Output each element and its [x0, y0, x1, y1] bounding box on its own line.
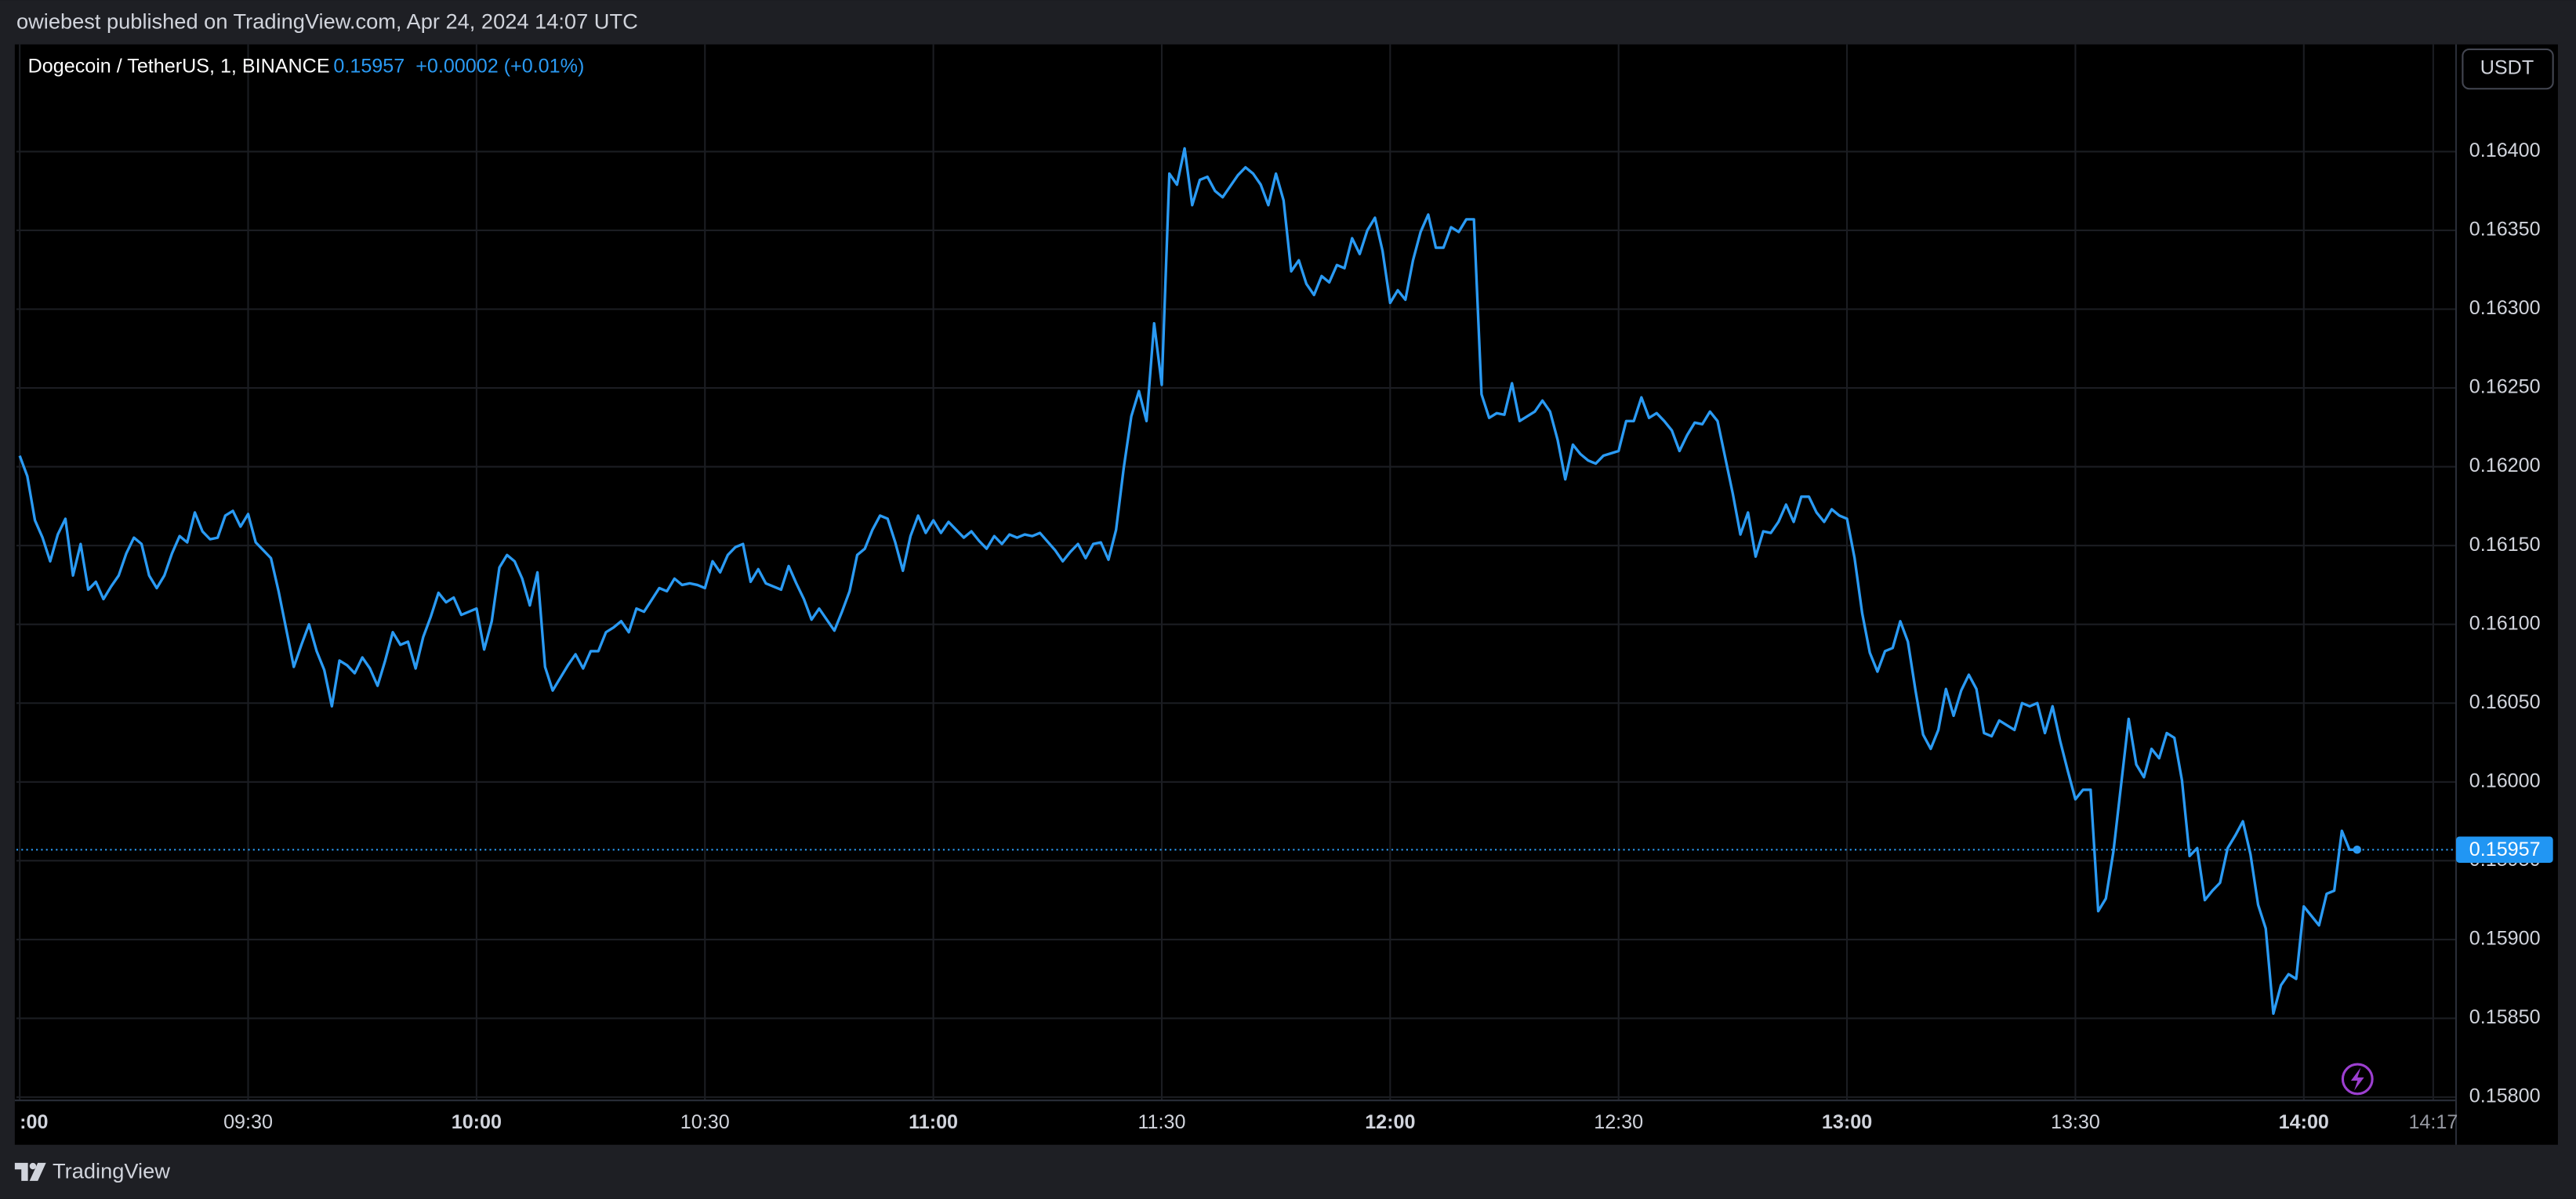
legend-change: +0.00002 (+0.01%)	[415, 56, 584, 78]
x-tick-label: 09:30	[223, 1111, 273, 1133]
x-tick-label: 10:30	[680, 1111, 730, 1133]
y-tick-label: 0.16400	[2469, 139, 2541, 161]
y-tick-label: 0.16150	[2469, 534, 2541, 556]
y-tick-label: 0.15800	[2469, 1085, 2541, 1107]
y-tick-label: 0.16250	[2469, 376, 2541, 398]
y-tick-label: 0.15900	[2469, 928, 2541, 950]
x-tick-label: 10:00	[452, 1111, 502, 1133]
symbol: Dogecoin / TetherUS, 1, BINANCE	[28, 56, 330, 78]
x-tick-label: 11:30	[1137, 1111, 1185, 1133]
x-tick-label: 13:00	[1822, 1111, 1872, 1133]
y-tick-label: 0.16350	[2469, 219, 2541, 241]
x-tick-label: :00	[20, 1111, 48, 1133]
publish-header: owiebest published on TradingView.com, A…	[16, 9, 638, 34]
currency-button[interactable]	[2462, 48, 2554, 90]
y-tick-label: 0.16300	[2469, 297, 2541, 319]
y-tick-label: 0.16100	[2469, 612, 2541, 634]
lightning-icon[interactable]	[2341, 1063, 2374, 1096]
tradingview-logo[interactable]	[14, 1162, 46, 1181]
footer-brand[interactable]: TradingView	[53, 1159, 170, 1183]
x-tick-label: 14:17	[2408, 1111, 2458, 1133]
y-tick-label: 0.16000	[2469, 770, 2541, 791]
plot	[16, 147, 2457, 1016]
y-tick-label: 0.16200	[2469, 455, 2541, 476]
y-tick-label: 0.15850	[2469, 1006, 2541, 1028]
x-tick-label: 12:00	[1365, 1111, 1415, 1133]
x-tick-label: 12:30	[1594, 1111, 1643, 1133]
price-tag	[2456, 836, 2553, 864]
axes: 0.158000.158500.159000.159500.160000.160…	[20, 139, 2553, 1133]
price-line-series	[18, 147, 2357, 1016]
chart-pane	[14, 44, 2558, 1145]
price-tag-label: 0.15957	[2469, 839, 2541, 860]
y-tick-label: 0.16050	[2469, 691, 2541, 713]
last-point	[2353, 846, 2361, 854]
x-tick-label: 14:00	[2279, 1111, 2329, 1133]
x-tick-label: 11:00	[909, 1111, 958, 1133]
grid	[16, 44, 2457, 1101]
legend-price: 0.15957	[333, 56, 405, 78]
currency-label[interactable]: USDT	[2480, 57, 2534, 79]
x-tick-label: 13:30	[2051, 1111, 2100, 1133]
